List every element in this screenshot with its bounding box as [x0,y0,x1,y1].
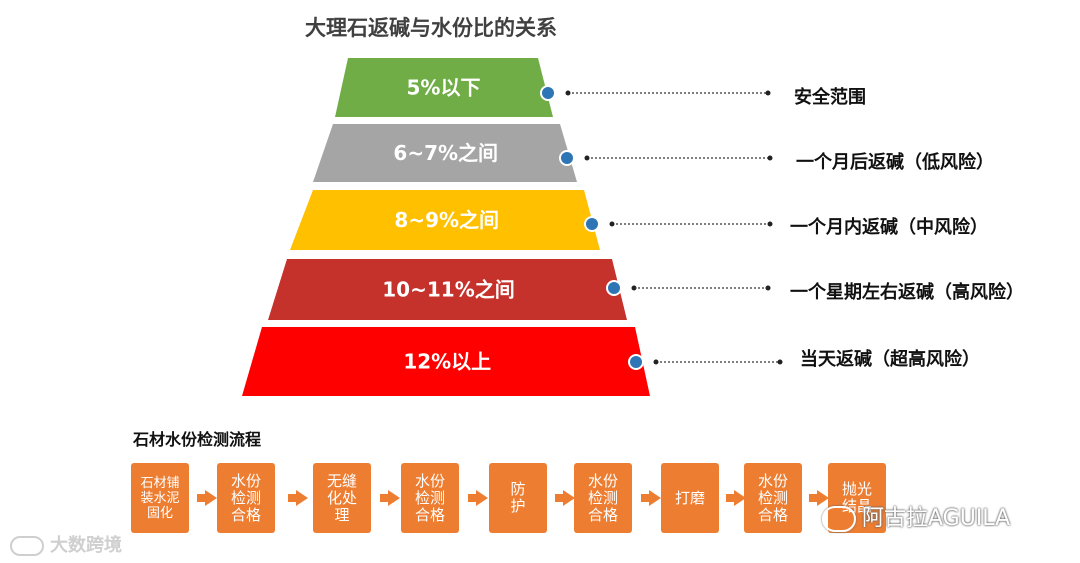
watermark-left-text: 大数跨境 [50,535,122,556]
level-description: 一个月内返碱（中风险） [790,216,988,238]
flow-arrow-icon [640,490,661,506]
flow-arrow-icon [380,490,400,506]
flow-step-6: 水份 检测 合格 [574,463,632,533]
level-marker-dot [628,354,644,370]
watermark-left: 大数跨境 [10,531,122,557]
flow-arrow-icon [725,490,746,506]
leader-dot [631,285,637,291]
watermark-right: 阿古拉AGUILA [822,500,1010,532]
level-description: 安全范围 [794,86,866,108]
pyramid-level-4 [268,259,627,320]
pyramid-diagram: 5%以下 安全范围 6~7%之间 一个月后返碱（低风险） 8~9%之间 一个月内返碱（中风… [242,58,1024,396]
level-description: 当天返碱（超高风险） [800,348,980,370]
flow-step-3: 无缝 化处 理 [313,463,371,533]
watermark-logo-icon [10,536,44,556]
leader-dot [767,155,773,161]
flow-step-9: 抛光 结晶 [828,463,886,533]
leader-dot [609,221,615,227]
watermark-right-text: 阿古拉AGUILA [862,506,1011,531]
leader-dot [584,155,590,161]
wechat-icon [822,506,856,532]
pyramid-level-label: 5%以下 [407,76,481,100]
leader-dot [565,90,571,96]
pyramid-level-1 [335,58,553,117]
level-marker-dot [559,150,575,166]
flow-step-8: 水份 检测 合格 [744,463,802,533]
flow-step-4: 水份 检测 合格 [401,463,459,533]
flow-arrow-icon [288,490,308,506]
flow-step-5: 防 护 [489,463,547,533]
flow-step-1: 石材铺 装水泥 固化 [131,463,189,533]
pyramid-level-label: 6~7%之间 [393,141,498,165]
level-description: 一个星期左右返碱（高风险） [790,281,1024,303]
level-marker-dot [540,85,556,101]
flow-arrow-icon [809,490,829,506]
leader-dot [777,359,783,365]
pyramid-level-label: 10~11%之间 [382,278,514,302]
pyramid-level-2 [313,124,577,182]
pyramid-level-label: 12%以上 [403,350,491,374]
leader-dot [653,359,659,365]
flow-step-2: 水份 检测 合格 [217,463,275,533]
level-marker-dot [584,216,600,232]
leader-dot [765,285,771,291]
pyramid-level-5 [242,327,650,396]
flow-arrow-icon [197,490,217,506]
flow-arrow-icon [554,490,575,506]
pyramid-level-label: 8~9%之间 [394,208,499,232]
level-marker-dot [606,280,622,296]
flow-step-7: 打磨 [661,463,719,533]
leader-dot [765,90,771,96]
flow-title: 石材水份检测流程 [133,430,262,449]
page-title: 大理石返碱与水份比的关系 [305,16,557,40]
flow-arrow-icon [468,490,488,506]
level-description: 一个月后返碱（低风险） [796,151,994,173]
pyramid-level-3 [290,190,600,250]
leader-dot [767,221,773,227]
